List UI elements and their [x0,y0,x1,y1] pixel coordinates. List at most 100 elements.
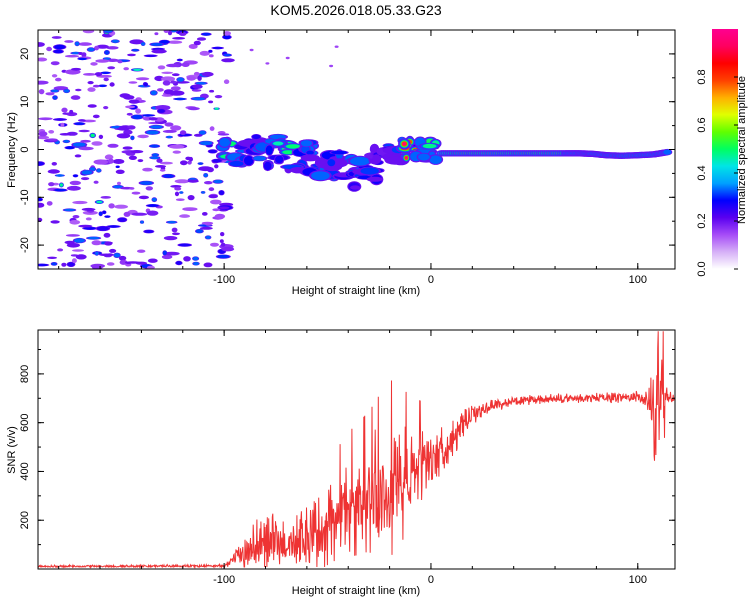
noise-blob [174,191,180,197]
noise-blob [130,150,144,154]
noise-blob [171,227,178,233]
noise-blob [64,240,75,245]
noise-blob [103,232,111,238]
noise-blob [118,255,127,261]
noise-blob [100,196,112,199]
snr-ylabel: SNR (v/v) [6,426,18,474]
noise-blob [96,44,109,49]
noise-blob [192,84,203,89]
noise-blob [85,217,92,221]
burst-blob [244,155,254,166]
noise-blob [46,138,58,141]
noise-blob [93,159,109,165]
noise-blob [72,200,88,205]
noise-blob [72,215,80,219]
noise-blob [187,160,192,165]
noise-blob [123,95,135,100]
noise-blob [45,92,55,96]
noise-blob [192,97,205,101]
burst-blob [253,156,266,161]
noise-blob [66,243,80,248]
noise-blob [214,213,226,219]
noise-blob [98,211,103,216]
spectrogram-background [38,30,675,269]
noise-blob [47,256,58,259]
noise-blob [157,88,164,92]
noise-blob [162,80,171,86]
noise-blob [196,37,207,41]
noise-blob [205,235,211,239]
noise-blob [95,251,99,256]
noise-blob [109,248,117,253]
noise-blob [187,179,199,183]
noise-blob [265,62,270,65]
noise-blob [212,208,221,212]
noise-blob [54,44,66,50]
noise-blob [103,30,113,33]
noise-blob [174,97,186,101]
noise-blob [208,194,218,199]
burst-blob [418,153,430,161]
noise-blob [161,71,174,75]
noise-blob [147,258,158,263]
noise-blob [112,159,125,164]
noise-blob [73,174,78,178]
noise-blob [150,90,157,96]
noise-blob [128,99,140,104]
noise-blob [87,104,97,108]
noise-blob [195,229,203,233]
x-tick-label: -100 [213,574,235,586]
noise-blob [137,134,149,139]
noise-blob [75,254,87,260]
noise-blob [78,129,90,133]
burst-blob [429,155,442,165]
colorbar-tick-label: 0.8 [696,69,708,84]
noise-blob [111,39,120,43]
noise-blob [38,161,44,166]
burst-blob [350,185,361,190]
noise-blob [187,195,195,201]
noise-blob [74,238,85,243]
noise-blob [38,135,49,140]
noise-blob [117,127,130,131]
noise-blob [161,254,173,260]
noise-blob [174,81,190,84]
noise-blob [38,57,48,62]
noise-blob [48,182,55,187]
noise-blob [199,226,213,230]
noise-blob [63,140,70,143]
noise-blob [179,214,191,218]
noise-blob [175,198,185,201]
noise-blob [192,256,199,261]
noise-blob [81,52,87,58]
noise-blob [107,225,120,228]
noise-blob [90,133,95,138]
noise-blob [128,81,138,84]
noise-blob [210,242,219,247]
noise-blob [169,144,185,149]
noise-blob [71,51,81,55]
noise-blob [128,155,137,160]
noise-blob [170,125,182,131]
noise-blob [103,77,109,82]
noise-blob [47,169,60,174]
noise-blob [137,249,146,253]
noise-blob [75,41,80,46]
noise-blob [81,170,93,175]
noise-blob [133,68,142,72]
noise-blob [64,40,74,43]
burst-blob [273,141,284,146]
noise-blob [115,165,120,168]
noise-blob [87,47,95,52]
noise-blob [200,141,213,146]
y-tick-label: -20 [19,237,31,253]
noise-blob [94,45,99,51]
noise-blob [209,89,215,93]
noise-blob [65,54,79,58]
noise-blob [98,253,115,257]
noise-blob [78,224,93,228]
y-tick-label: -10 [19,189,31,205]
noise-blob [174,179,190,184]
burst-blob [275,155,284,164]
